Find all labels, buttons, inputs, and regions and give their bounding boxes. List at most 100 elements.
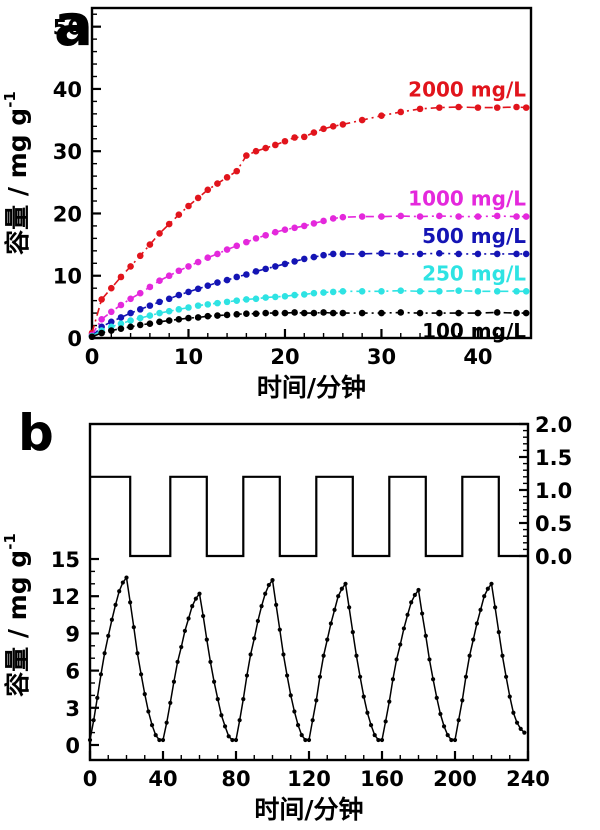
data-point <box>339 586 344 591</box>
data-point <box>252 295 260 303</box>
y-tick-label: 50 <box>53 16 82 40</box>
data-point <box>291 258 298 265</box>
data-point <box>303 737 308 743</box>
data-point <box>168 700 173 705</box>
data-point <box>493 212 501 220</box>
data-point <box>445 732 450 738</box>
data-point <box>325 637 330 642</box>
data-point <box>204 301 212 308</box>
data-point <box>329 250 337 258</box>
data-point <box>291 134 298 141</box>
data-point <box>329 123 337 130</box>
data-point <box>513 213 520 220</box>
data-point <box>463 674 469 679</box>
left-y-tick-label: 15 <box>51 548 80 572</box>
data-point <box>339 213 347 221</box>
data-point <box>379 737 385 743</box>
left-y-tick-label: 0 <box>65 734 80 758</box>
data-point <box>91 718 96 723</box>
data-point <box>98 316 105 323</box>
data-point <box>513 250 520 258</box>
data-point <box>398 642 403 647</box>
data-point <box>336 594 341 599</box>
data-point <box>186 616 191 621</box>
data-point <box>185 202 192 210</box>
data-point <box>156 277 163 285</box>
data-point <box>204 637 209 642</box>
data-point <box>252 147 260 155</box>
data-point <box>146 302 154 309</box>
data-point <box>223 246 231 253</box>
data-point <box>310 253 318 261</box>
data-point <box>354 653 359 658</box>
data-point <box>474 104 482 111</box>
data-point <box>339 288 347 295</box>
x-tick-label: 200 <box>433 767 477 791</box>
data-point <box>436 250 443 257</box>
panel-a-chart: 0 10 20 30 40 0 10 20 30 40 50 时间/分钟 容量 / mg g-1 2000… <box>1 6 533 402</box>
series-regeneration-square-wave <box>90 475 528 558</box>
left-y-tick-label: 6 <box>65 660 80 684</box>
panel-b-axes-box <box>88 422 530 762</box>
panel-b-chart: 0 40 80 120 160 200 240 0 3 6 9 12 15 0.0 0.5 1.0 1.5 2.0… <box>1 413 572 824</box>
data-point <box>493 250 501 258</box>
data-point <box>194 314 202 321</box>
data-point <box>127 309 134 317</box>
data-point <box>478 607 483 612</box>
data-point <box>233 273 241 281</box>
data-point <box>252 310 260 318</box>
series-2000-mg-l: 2000 mg/L <box>88 78 530 337</box>
data-point <box>416 105 424 113</box>
data-point <box>146 320 154 327</box>
series-capacity-cycles <box>87 575 527 743</box>
data-point <box>474 309 482 317</box>
data-point <box>394 657 399 662</box>
data-point <box>87 737 93 743</box>
data-point <box>160 737 166 743</box>
data-point <box>474 288 482 295</box>
x-tick-label: 20 <box>270 345 299 369</box>
data-point <box>310 129 318 136</box>
data-point <box>434 695 439 700</box>
x-tick-label: 10 <box>174 345 203 369</box>
x-tick-label: 120 <box>287 767 331 791</box>
data-point <box>175 267 183 275</box>
data-point <box>320 309 327 316</box>
data-point <box>378 250 385 257</box>
data-point <box>124 575 129 580</box>
data-point <box>281 652 286 657</box>
data-point <box>378 309 385 317</box>
data-point <box>156 298 163 306</box>
data-point <box>397 250 405 258</box>
data-point <box>120 580 125 585</box>
data-point <box>372 732 377 738</box>
data-point <box>222 724 228 729</box>
data-point <box>358 213 366 220</box>
data-point <box>291 224 298 232</box>
data-point <box>378 112 385 120</box>
y-tick-label: 30 <box>53 140 82 164</box>
data-point <box>157 737 162 743</box>
data-point <box>513 309 520 317</box>
data-point <box>416 309 424 317</box>
data-point <box>328 621 333 626</box>
data-point <box>507 694 512 699</box>
data-point <box>397 287 405 294</box>
data-point <box>350 630 355 635</box>
data-point <box>212 679 217 684</box>
y-tick-label: 40 <box>53 78 82 102</box>
data-point <box>300 291 308 298</box>
data-point <box>204 312 212 320</box>
data-point <box>299 732 304 738</box>
data-point <box>339 250 347 258</box>
y-tick-label: 0 <box>67 327 82 351</box>
data-point <box>436 212 443 220</box>
data-point <box>208 659 213 665</box>
data-point <box>358 674 363 679</box>
data-point <box>117 589 122 594</box>
panel-a-x-axis-title: 时间/分钟 <box>257 373 366 402</box>
data-point <box>165 295 173 303</box>
data-point <box>310 718 315 723</box>
data-point <box>339 121 347 128</box>
data-point <box>416 250 424 258</box>
